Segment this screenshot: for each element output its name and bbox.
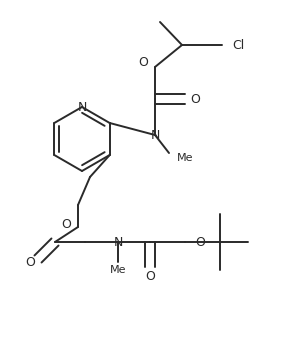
Text: O: O [25, 256, 35, 270]
Text: N: N [77, 101, 87, 114]
Text: Me: Me [177, 153, 194, 163]
Text: Cl: Cl [232, 39, 244, 51]
Text: O: O [138, 55, 148, 69]
Text: Me: Me [110, 265, 126, 275]
Text: N: N [113, 236, 123, 248]
Text: O: O [190, 92, 200, 106]
Text: O: O [61, 217, 71, 231]
Text: O: O [195, 236, 205, 248]
Text: O: O [145, 271, 155, 283]
Text: N: N [150, 129, 160, 141]
